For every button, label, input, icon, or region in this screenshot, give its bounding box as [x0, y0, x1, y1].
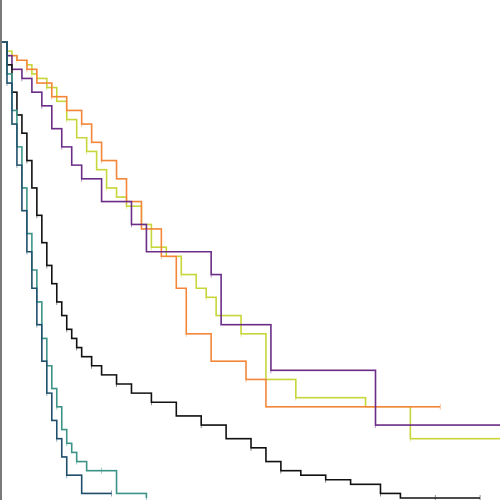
series-1 [2, 41, 500, 442]
series-6 [2, 41, 112, 497]
survival-curve-6 [2, 41, 112, 495]
series-2 [2, 41, 441, 410]
survival-curve-3 [2, 41, 500, 426]
survival-curve-1 [2, 41, 500, 440]
survival-curve-5 [2, 41, 148, 498]
survival-curve-2 [2, 41, 441, 408]
survival-curve-4 [2, 41, 481, 499]
series-layer [2, 41, 500, 500]
series-3 [2, 41, 500, 429]
